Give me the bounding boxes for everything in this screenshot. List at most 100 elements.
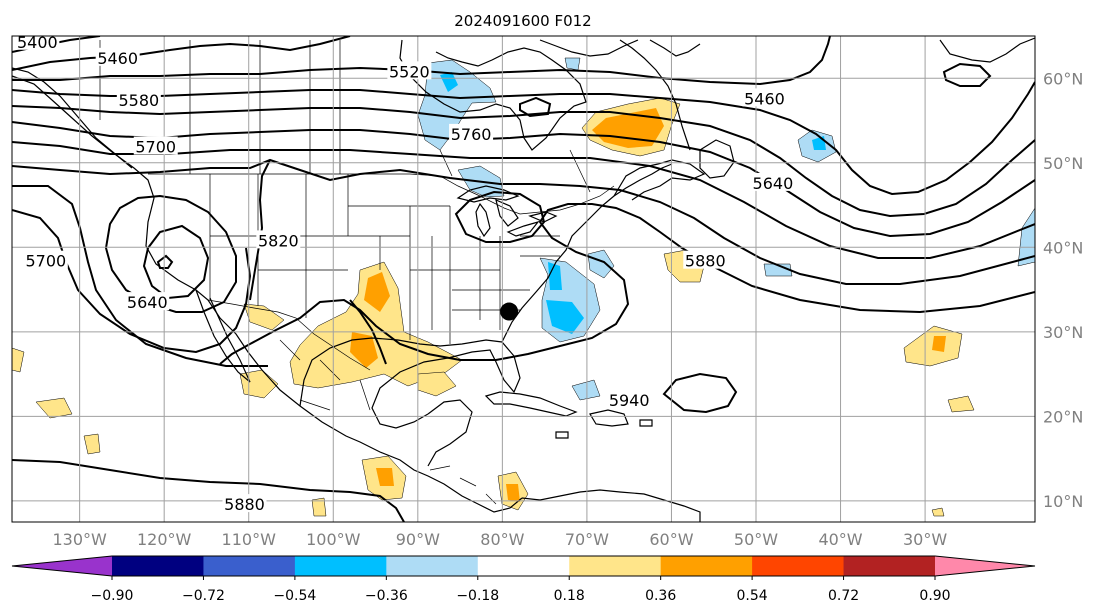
contour-label-bg <box>116 90 161 109</box>
shade-carolina-blue <box>546 300 584 334</box>
contour-5580 <box>12 81 1035 196</box>
contour-label: 5460 <box>97 49 138 68</box>
colorbar-segment <box>203 556 296 576</box>
shade-pacific-yellow-2 <box>83 433 101 455</box>
shade-central-america-orange <box>376 468 394 486</box>
colorbar-segment <box>477 556 570 576</box>
contour-5460-greenland-loop <box>942 62 992 87</box>
baja-california-coastline <box>195 289 251 383</box>
gulf-of-mexico-coastline <box>299 337 521 429</box>
colorbar-tick-label: −0.36 <box>365 588 408 604</box>
contour-label-bg <box>125 292 170 311</box>
south-america-coastline <box>521 489 701 522</box>
contour-label: 5700 <box>25 252 66 271</box>
lon-tick-label: 90°W <box>396 530 440 549</box>
shade-pacific-yellow-3 <box>12 347 25 373</box>
hudson-bay-coastline <box>399 39 587 151</box>
lon-tick-label: 30°W <box>903 530 947 549</box>
contour-5820-great-lakes-loop <box>454 190 546 243</box>
contour-label-bg <box>742 88 787 107</box>
contour-5820-west <box>249 159 271 301</box>
contour-label: 5400 <box>17 33 58 52</box>
lat-tick-label: 50°N <box>1043 154 1083 173</box>
shade-labrador-small-lightblue <box>564 57 581 71</box>
lon-tick-label: 130°W <box>52 530 107 549</box>
contour-label: 5460 <box>744 89 785 108</box>
contour-label-bg <box>607 390 652 409</box>
contour-label-bg <box>133 136 178 155</box>
contour-label-bg <box>23 250 68 269</box>
contour-5820-north <box>12 158 1035 285</box>
contour-label-bg <box>256 230 301 249</box>
contour-label: 5880 <box>685 252 726 271</box>
contour-label-bg <box>222 494 267 513</box>
lat-tick-label: 30°N <box>1043 323 1083 342</box>
contour-5940-loop <box>662 372 738 414</box>
contour-5700-north <box>12 121 1035 238</box>
shade-colombia-orange <box>506 484 520 502</box>
lon-tick-label: 70°W <box>565 530 609 549</box>
shade-pacific-yellow <box>35 397 73 419</box>
colorbar-tick-label: −0.18 <box>456 588 499 604</box>
contour-label: 5520 <box>389 62 430 81</box>
contour-5520-canada-loop <box>519 96 552 118</box>
colorbar-tick-labels: −0.90 −0.72 −0.54 −0.36 −0.18 0.18 0.36 0.54 0.7… <box>91 576 951 604</box>
great-lakes-erie <box>506 220 540 237</box>
contour-5640-low <box>142 224 210 300</box>
colorbar-tick-label: 0.36 <box>645 588 676 604</box>
colorbar-tick-label: 0.54 <box>737 588 768 604</box>
contour-5700-low <box>104 194 237 313</box>
contour-label: 5700 <box>135 138 176 157</box>
contour-5760-low-outer <box>12 209 252 354</box>
yucatan-coastline <box>427 399 473 467</box>
jamaica-coastline <box>555 431 569 439</box>
newfoundland-coastline <box>699 139 735 179</box>
contour-label-bg <box>387 61 432 80</box>
shade-southeast-yellow <box>947 395 975 413</box>
lon-tick-label: 40°W <box>818 530 862 549</box>
contour-hurricane-trough <box>349 299 387 365</box>
colorbar-extend-min <box>12 556 112 576</box>
map-title: 2024091600 F012 <box>454 12 591 30</box>
lon-tick-label: 100°W <box>306 530 361 549</box>
contour-5880-south <box>12 459 405 522</box>
shade-mid-east-orange <box>932 336 946 352</box>
contour-labels: 5400 5460 5520 5460 5580 5700 5760 5640 5820 5700… <box>15 31 795 514</box>
shade-texas-orange <box>364 272 390 312</box>
great-lakes-superior <box>456 185 520 203</box>
colorbar-segment <box>569 556 662 576</box>
canada-atlantic-coastline <box>613 159 706 201</box>
colorbar-tick-label: −0.90 <box>91 588 134 604</box>
contour-5520 <box>12 36 831 86</box>
us-east-coastline <box>501 163 673 343</box>
hispaniola-coastline <box>589 409 629 427</box>
graticule <box>12 36 1035 522</box>
contour-label-bg <box>95 47 140 66</box>
colorbar-segment <box>294 556 387 576</box>
longitude-tick-labels: 130°W 120°W 110°W 100°W 90°W 80°W 70°W 60°W 50°W… <box>52 530 947 549</box>
contour-label: 5940 <box>609 391 650 410</box>
contour-5460-west <box>12 36 351 71</box>
contour-label: 5880 <box>224 495 265 514</box>
lat-tick-label: 10°N <box>1043 492 1083 511</box>
colorbar-segment <box>660 556 753 576</box>
baffin-coastline <box>649 39 701 57</box>
shade-texas-orange-south <box>350 332 378 368</box>
contour-5700-outer-west <box>12 185 268 367</box>
shade-canada-blue <box>440 72 458 92</box>
great-lakes-ontario <box>528 211 558 223</box>
contour-label-bg <box>750 172 795 191</box>
map-layers <box>12 36 1035 522</box>
canadian-islands-coastline <box>539 39 639 57</box>
lon-tick-label: 120°W <box>137 530 192 549</box>
us-mexico-border <box>207 299 371 371</box>
contour-5760 <box>12 141 1035 259</box>
lat-tick-label: 40°N <box>1043 238 1083 257</box>
puerto-rico-coastline <box>639 419 653 427</box>
mexico-state-borders <box>279 339 371 411</box>
contour-label: 5580 <box>118 91 159 110</box>
shade-tiny-yellow <box>931 507 945 517</box>
lon-tick-label: 50°W <box>734 530 778 549</box>
great-lakes-huron <box>495 198 519 227</box>
